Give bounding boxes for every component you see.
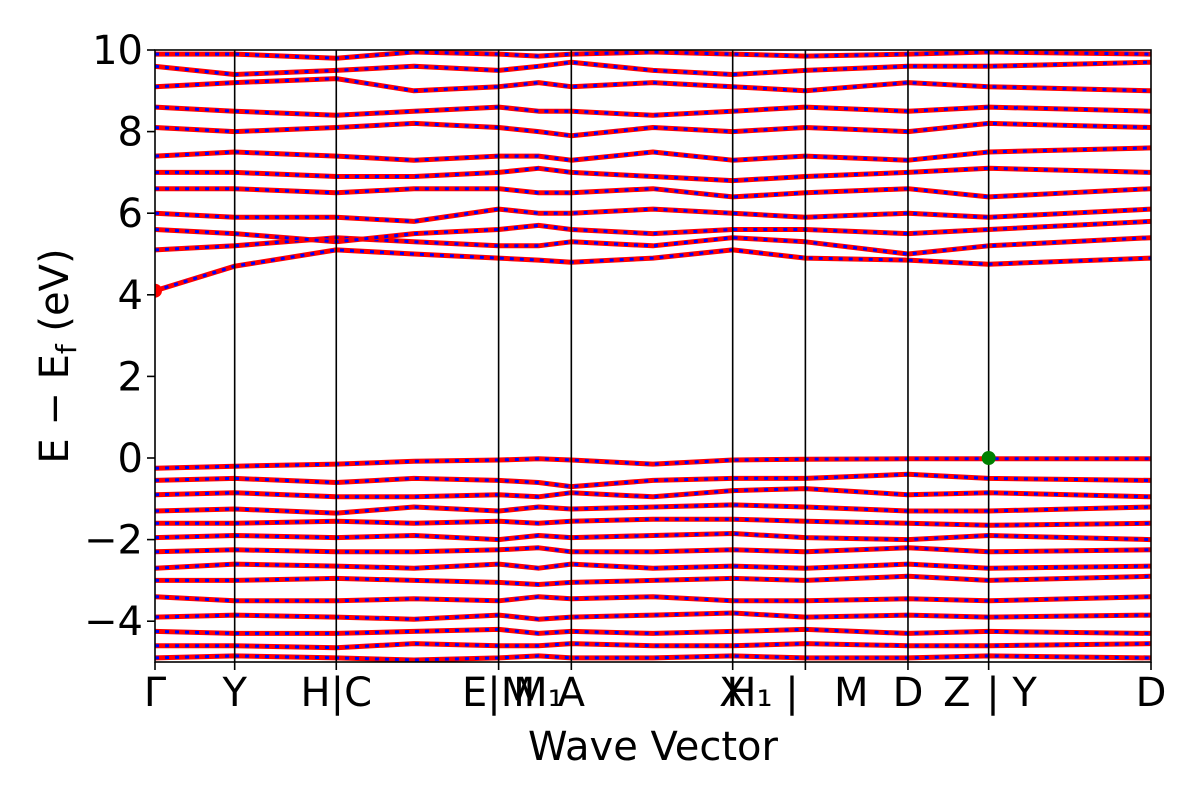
y-axis-label-subscript: f: [50, 343, 83, 354]
band-line-red: [155, 626, 1151, 636]
band-line-red: [155, 145, 1151, 163]
y-axis-label: E − Ef (eV): [32, 248, 83, 463]
band-line-red: [155, 516, 1151, 528]
cbm-marker: [155, 283, 162, 298]
x-tick-label: D: [1136, 670, 1167, 716]
y-axis-ticks: −4 −2 0 2 4 6 8 10: [84, 28, 155, 645]
band-line-red: [155, 653, 1151, 662]
band-line-red: [155, 486, 1151, 500]
x-tick-label: Y: [221, 670, 247, 716]
x-tick-label: H|C: [301, 670, 372, 716]
band-line-red: [155, 531, 1151, 543]
band-line-red: [155, 610, 1151, 622]
x-tick-label: D: [893, 670, 924, 716]
x-tick-label: M: [834, 670, 869, 716]
x-tick-label: Z: [943, 670, 970, 716]
band-line-red: [155, 50, 1151, 61]
band-line-red: [155, 59, 1151, 77]
y-tick-label: 10: [92, 28, 143, 74]
y-axis-label-unit: (eV): [32, 248, 78, 344]
band-line-red: [155, 594, 1151, 604]
band-line-red: [155, 573, 1151, 587]
band-line-red: [155, 218, 1151, 245]
x-tick-label: A: [558, 670, 586, 716]
band-line-red: [155, 545, 1151, 555]
band-line-red: [155, 471, 1151, 490]
band-line-red: [155, 165, 1151, 184]
band-line-red: [155, 502, 1151, 516]
band-line-red: [155, 120, 1151, 139]
vbm-marker: [981, 451, 996, 465]
band-line-red: [155, 456, 1151, 471]
band-line-red: [155, 104, 1151, 118]
x-tick-label: X: [719, 670, 746, 716]
band-line-red: [155, 561, 1151, 571]
y-tick-label: −2: [84, 518, 143, 564]
band-line-red: [155, 76, 1151, 94]
band-line-red: [155, 206, 1151, 224]
plot-frame: [154, 49, 1152, 663]
x-tick-label: | Y: [986, 670, 1037, 716]
band-lines: [155, 50, 1151, 662]
y-tick-label: 2: [118, 354, 143, 400]
x-tick-label: H₁ |: [726, 670, 798, 716]
x-tick-label: M₁: [513, 670, 564, 716]
x-axis-label: Wave Vector: [528, 724, 779, 770]
y-tick-label: 0: [118, 436, 143, 482]
y-tick-label: 4: [118, 273, 143, 319]
y-tick-label: −4: [84, 599, 143, 645]
y-tick-label: 6: [118, 191, 143, 237]
x-tick-label: Γ: [144, 670, 167, 716]
band-edge-markers: [155, 283, 996, 465]
x-tick-label: E|M: [462, 670, 535, 716]
y-tick-label: 8: [118, 110, 143, 156]
high-symmetry-lines: [233, 50, 990, 662]
band-line-red: [155, 186, 1151, 200]
band-line-red: [155, 641, 1151, 651]
